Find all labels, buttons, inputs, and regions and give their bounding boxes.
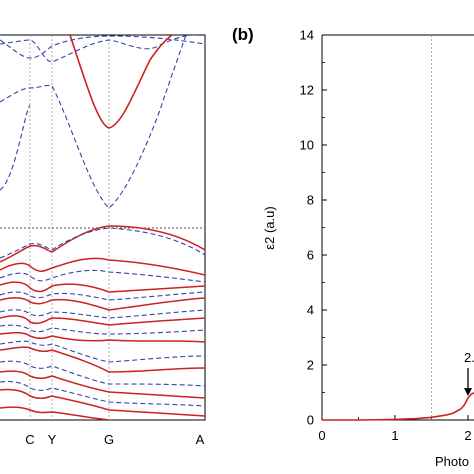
band-x-tick: C: [25, 432, 34, 447]
y-tick-label: 4: [307, 303, 314, 318]
band-structure-panel: C Y G A: [0, 34, 206, 447]
y-tick-label: 10: [300, 138, 314, 153]
y-tick-label: 12: [300, 83, 314, 98]
x-tick-label: 2: [464, 428, 471, 443]
x-axis-label: Photo: [435, 454, 469, 469]
eps2-plot: 2.0: [322, 35, 474, 421]
y-tick-label: 2: [307, 358, 314, 373]
band-plot-frame: [0, 34, 206, 421]
band-x-tick: Y: [48, 432, 57, 447]
panel-b-label: (b): [232, 25, 254, 44]
band-x-tick: G: [104, 432, 114, 447]
eps2-curve: [322, 392, 474, 421]
x-tick-label: 1: [391, 428, 398, 443]
x-tick-label: 0: [318, 428, 325, 443]
y-tick-label: 8: [307, 193, 314, 208]
y-tick-label: 14: [300, 28, 314, 43]
annotation-label: 2.0: [464, 350, 474, 365]
y-tick-label: 0: [307, 413, 314, 428]
y-tick-label: 6: [307, 248, 314, 263]
annotation-arrow-head: [464, 388, 472, 396]
valence-bands-dashed: [0, 227, 205, 407]
band-x-tick: A: [196, 432, 205, 447]
conduction-band-solid: [69, 35, 173, 129]
valence-bands-solid: [0, 225, 205, 420]
y-axis-label: ε2 (a.u): [262, 206, 277, 249]
